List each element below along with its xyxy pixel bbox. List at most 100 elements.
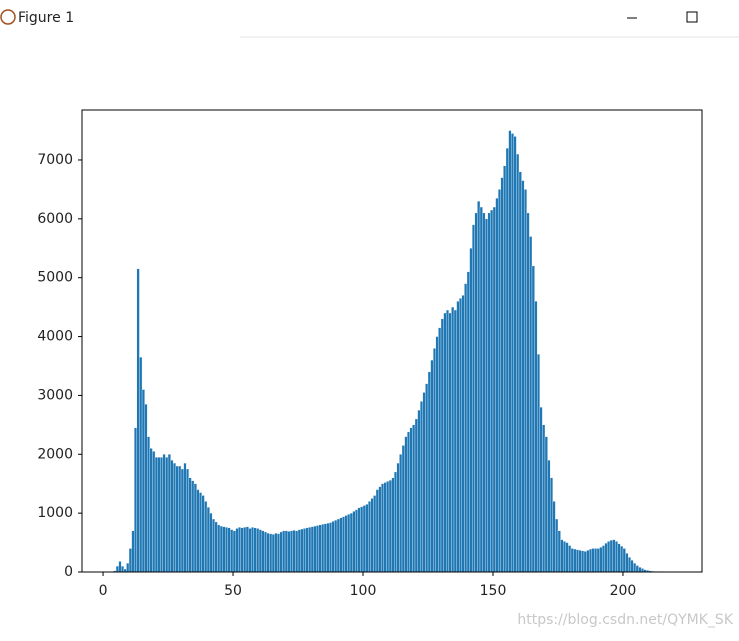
bar — [300, 528, 304, 573]
axes-frame — [81, 109, 703, 573]
bar — [531, 265, 535, 573]
bar — [414, 418, 418, 573]
bar — [451, 306, 455, 573]
bar — [427, 371, 431, 573]
bar — [381, 483, 384, 573]
bar — [570, 548, 574, 573]
x-tick-label: 150 — [480, 583, 507, 599]
bar — [378, 486, 382, 573]
bar — [269, 533, 273, 573]
bar — [508, 130, 512, 573]
bar — [370, 498, 374, 573]
bar — [391, 477, 395, 573]
bar — [149, 448, 153, 573]
bar — [440, 318, 444, 573]
bar — [199, 492, 202, 573]
bar — [126, 563, 130, 573]
bar — [425, 383, 429, 573]
bar — [630, 560, 634, 573]
bar — [310, 526, 314, 573]
bar — [464, 283, 468, 573]
y-tick-label: 3000 — [37, 387, 73, 403]
bar — [295, 530, 299, 573]
bar — [165, 457, 169, 573]
bar — [180, 468, 184, 573]
bar — [227, 527, 231, 573]
x-tick-label: 200 — [610, 583, 637, 599]
bar — [586, 550, 590, 573]
bar — [563, 541, 566, 573]
bar — [347, 514, 351, 573]
bar — [596, 548, 600, 573]
bar — [183, 462, 187, 573]
bar — [118, 561, 122, 573]
bar — [518, 171, 522, 573]
bar — [456, 301, 460, 573]
bar — [591, 548, 595, 573]
app-icon — [0, 9, 16, 25]
bar — [469, 248, 473, 573]
bar — [305, 527, 309, 573]
bar — [134, 427, 138, 573]
bar — [511, 133, 514, 573]
bar — [526, 212, 530, 573]
bar — [487, 212, 491, 573]
bar — [459, 298, 462, 573]
bar — [365, 504, 369, 573]
bar — [383, 482, 387, 573]
bar — [524, 189, 527, 573]
bar — [274, 533, 278, 573]
watermark: https://blog.csdn.net/QYMK_SK — [517, 612, 733, 628]
bar — [342, 516, 345, 573]
bar — [331, 521, 335, 573]
bar — [323, 523, 327, 573]
bar — [516, 153, 520, 573]
bar — [217, 524, 221, 573]
bar — [175, 465, 179, 573]
bar — [503, 165, 507, 573]
bar — [292, 530, 296, 573]
bar — [147, 436, 150, 573]
bar — [167, 454, 171, 573]
bar — [638, 567, 642, 573]
bar — [240, 527, 244, 573]
bar — [344, 515, 348, 573]
bar — [230, 529, 234, 573]
bar — [399, 454, 403, 573]
bar — [225, 527, 228, 573]
bar — [128, 548, 132, 573]
bar — [349, 512, 353, 573]
bar — [581, 550, 585, 573]
bar — [303, 528, 306, 573]
bar — [430, 359, 434, 573]
bar — [544, 436, 548, 573]
bar — [201, 495, 205, 573]
bar — [521, 180, 525, 573]
bar — [222, 526, 226, 573]
bar — [412, 424, 416, 573]
bar — [599, 547, 603, 573]
bar — [253, 527, 257, 573]
x-tick-label: 0 — [99, 583, 108, 599]
bar — [635, 565, 639, 573]
bar — [498, 189, 501, 573]
maximize-button[interactable] — [686, 11, 698, 23]
bar — [196, 489, 200, 573]
bar — [318, 524, 322, 573]
bar — [622, 548, 626, 573]
bar — [277, 533, 280, 573]
bar — [193, 483, 197, 573]
bar — [251, 527, 254, 573]
bar — [615, 541, 618, 573]
bar — [550, 477, 553, 573]
bar — [186, 468, 189, 573]
bar — [115, 565, 119, 573]
x-tick-label: 100 — [350, 583, 377, 599]
bar — [373, 495, 377, 573]
bar — [620, 545, 624, 573]
bar — [602, 545, 605, 573]
bar — [271, 534, 275, 573]
bar — [505, 148, 509, 573]
bar — [495, 198, 499, 573]
y-tick-label: 5000 — [37, 270, 73, 286]
